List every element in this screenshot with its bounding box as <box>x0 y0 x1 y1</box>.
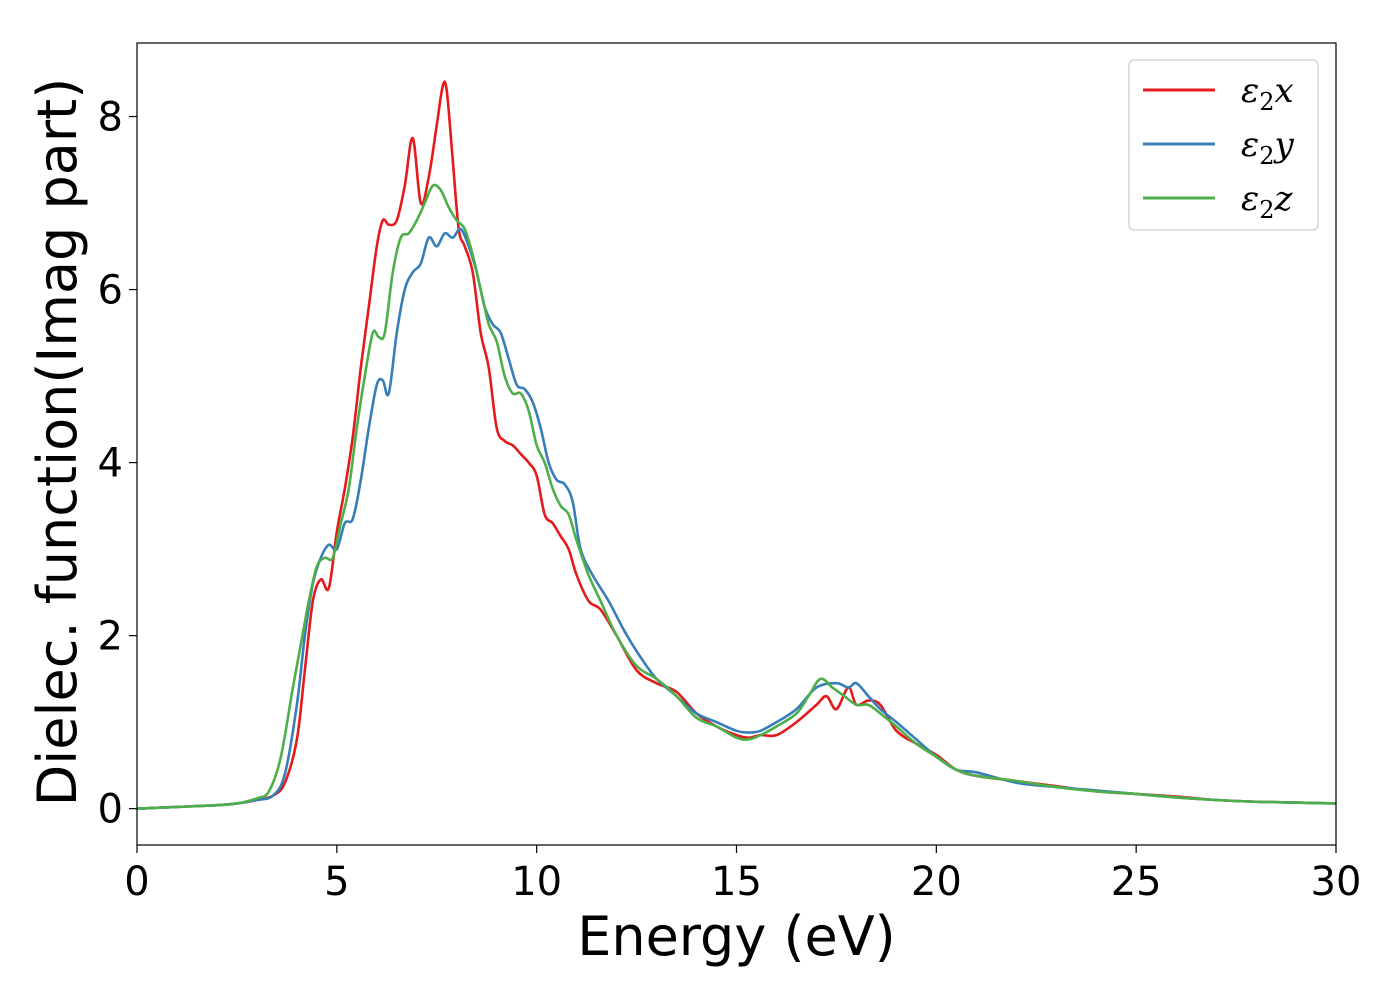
x-tick-label: 0 <box>124 859 149 905</box>
legend-label-base: ε <box>1241 125 1259 165</box>
y-axis-ticks: 0 2 4 6 8 <box>98 95 137 833</box>
legend-label-base: ε <box>1241 179 1259 219</box>
y-tick-label: 8 <box>98 95 123 141</box>
legend-box <box>1128 59 1319 231</box>
x-tick-label: 15 <box>711 859 762 905</box>
y-tick-label: 2 <box>98 614 123 660</box>
series-line-x <box>137 80 1336 810</box>
legend-label-subscript: 2 <box>1259 88 1274 116</box>
y-tick-label: 6 <box>98 268 123 314</box>
x-axis-ticks: 0 5 10 15 20 25 30 <box>124 845 1361 905</box>
legend-label-suffix: y <box>1273 125 1295 165</box>
y-axis-title: Dielec. function(Imag part) <box>26 78 89 807</box>
x-tick-label: 20 <box>911 859 962 905</box>
x-tick-label: 10 <box>511 859 562 905</box>
y-tick-label: 0 <box>98 787 123 833</box>
legend-label-base: ε <box>1241 71 1259 111</box>
x-tick-label: 5 <box>324 859 349 905</box>
x-tick-label: 30 <box>1311 859 1362 905</box>
legend-label-suffix: x <box>1275 71 1294 111</box>
series-line-z <box>137 183 1336 810</box>
x-tick-label: 25 <box>1111 859 1162 905</box>
series-line-y <box>137 227 1336 810</box>
legend-label-subscript: 2 <box>1259 196 1274 224</box>
legend-label-x: ε2x <box>1241 71 1294 116</box>
legend-label-subscript: 2 <box>1259 142 1274 170</box>
legend-label-suffix: z <box>1274 179 1294 219</box>
legend-label-z: ε2z <box>1241 179 1294 224</box>
legend-label-y: ε2y <box>1241 125 1295 170</box>
x-axis-title: Energy (eV) <box>577 905 896 968</box>
series-layer <box>137 80 1336 810</box>
y-tick-label: 4 <box>98 441 123 487</box>
